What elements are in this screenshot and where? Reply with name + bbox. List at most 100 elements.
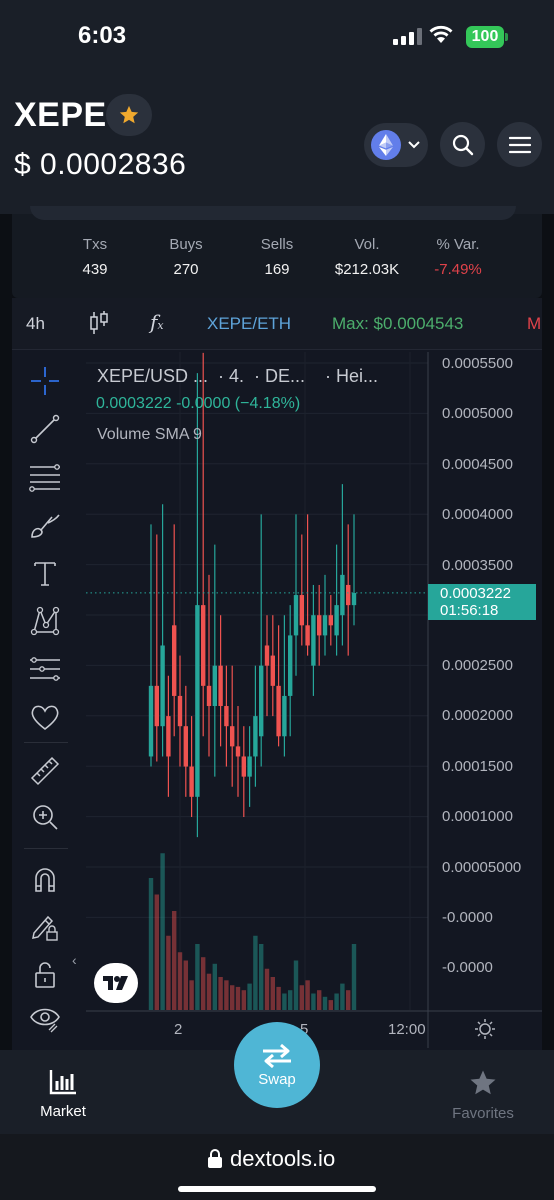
candle-body	[264, 645, 270, 666]
max-price: Max: $0.0004543	[332, 314, 464, 333]
fib-icon	[29, 464, 60, 492]
pair-label: XEPE/ETH	[207, 314, 292, 333]
search-button[interactable]	[440, 122, 485, 167]
chart-legend-title[interactable]: XEPE/USD ... · 4. · DE... · Hei...	[97, 366, 379, 386]
candle-body	[328, 615, 333, 626]
stat-buys: Buys 270	[141, 236, 231, 278]
volume-bar	[288, 990, 293, 1010]
measure-tool[interactable]	[28, 754, 62, 788]
nav-market-label: Market	[40, 1103, 86, 1120]
trend-line-tool[interactable]	[28, 412, 62, 446]
stat-label: Vol.	[354, 236, 380, 253]
chain-selector[interactable]	[364, 123, 428, 167]
candle-body	[299, 595, 304, 626]
y-axis-tick: 0.0004500	[442, 456, 513, 473]
volume-bar	[346, 990, 351, 1010]
chart-area[interactable]	[12, 298, 542, 1050]
candle-body	[346, 584, 351, 606]
candle-body	[148, 685, 154, 757]
candle-body	[305, 625, 310, 646]
stat-volume: Vol. $212.03K	[322, 236, 412, 278]
stat-variation: % Var. -7.49%	[413, 236, 503, 278]
candle-body	[195, 605, 200, 797]
candle-body	[351, 593, 357, 606]
zoom-in-icon	[33, 805, 58, 830]
collapse-toolbar-icon[interactable]: ‹	[72, 952, 77, 968]
magnet-tool[interactable]	[28, 862, 62, 896]
candle-type-icon[interactable]	[88, 310, 110, 336]
stats-card	[12, 214, 542, 298]
stat-txs: Txs 439	[50, 236, 140, 278]
indicators-icon[interactable]: fx	[150, 310, 164, 334]
prediction-tool[interactable]	[28, 652, 62, 686]
volume-bar	[148, 878, 154, 1010]
candle-body	[293, 595, 299, 636]
candle-body	[206, 685, 212, 707]
volume-indicator-label[interactable]: Volume SMA 9	[97, 426, 202, 443]
candle-body	[201, 605, 206, 686]
lock-icon	[208, 1149, 222, 1168]
tradingview-icon	[103, 976, 128, 990]
stats-card-edge	[30, 206, 516, 220]
tradingview-logo[interactable]	[94, 963, 138, 1003]
stat-value: 270	[173, 261, 199, 278]
ethereum-icon	[371, 130, 401, 160]
y-axis-tick: 0.0002500	[442, 657, 513, 674]
crosshair-tool[interactable]	[28, 364, 62, 398]
theme-toggle-icon[interactable]	[474, 1018, 496, 1040]
lock-pencil-icon	[32, 915, 58, 941]
volume-bar	[270, 977, 275, 1010]
menu-button[interactable]	[497, 122, 542, 167]
volume-bar	[299, 985, 304, 1010]
text-tool[interactable]	[28, 556, 62, 590]
volume-bar	[195, 944, 200, 1010]
brush-icon	[31, 514, 60, 538]
fib-tool[interactable]	[28, 460, 62, 494]
candle-body	[247, 756, 252, 777]
token-name: XEPE	[14, 96, 107, 134]
candle-body	[334, 605, 339, 636]
swap-button[interactable]: Swap	[234, 1022, 320, 1108]
volume-bar	[212, 963, 217, 1010]
candle-body	[270, 655, 275, 686]
eye-icon	[30, 1008, 60, 1033]
text-icon	[34, 562, 56, 586]
stat-sells: Sells 169	[232, 236, 322, 278]
visibility-tool[interactable]	[28, 1002, 62, 1036]
candle-body	[154, 685, 159, 727]
candle-body	[311, 615, 316, 666]
volume-bar	[177, 952, 183, 1010]
volume-bar	[282, 993, 287, 1010]
candle-body	[160, 645, 165, 727]
zoom-tool[interactable]	[28, 800, 62, 834]
lock-drawings-tool[interactable]	[28, 910, 62, 944]
drawing-toolbar	[18, 360, 74, 1040]
nav-market[interactable]: Market	[36, 1068, 90, 1120]
interval-selector[interactable]: 4h	[26, 314, 45, 333]
signal-icon	[393, 27, 422, 45]
y-axis-tick: 0.00005000	[442, 859, 522, 876]
lock-tool[interactable]	[28, 958, 62, 992]
volume-bar	[253, 935, 258, 1010]
stat-value: -7.49%	[434, 261, 482, 278]
volume-bar	[241, 990, 246, 1010]
favorite-tools[interactable]	[28, 700, 62, 734]
volume-bar	[183, 960, 188, 1010]
token-price: $ 0.0002836	[14, 148, 187, 181]
url-text: dextools.io	[230, 1146, 336, 1171]
nav-favorites[interactable]: Favorites	[448, 1068, 518, 1122]
candle-body	[183, 726, 188, 767]
volume-bar	[328, 1000, 333, 1010]
battery-tip	[505, 33, 508, 41]
favorite-button[interactable]	[106, 94, 152, 136]
pattern-tool[interactable]	[28, 604, 62, 638]
brush-tool[interactable]	[28, 508, 62, 542]
stat-label: Buys	[169, 236, 203, 253]
chevron-down-icon	[408, 141, 420, 149]
wifi-icon	[429, 25, 453, 43]
candle-body	[317, 615, 322, 636]
stat-value: $212.03K	[334, 261, 400, 278]
heart-icon	[31, 705, 59, 731]
token-header: XEPE $ 0.0002836	[0, 76, 554, 214]
